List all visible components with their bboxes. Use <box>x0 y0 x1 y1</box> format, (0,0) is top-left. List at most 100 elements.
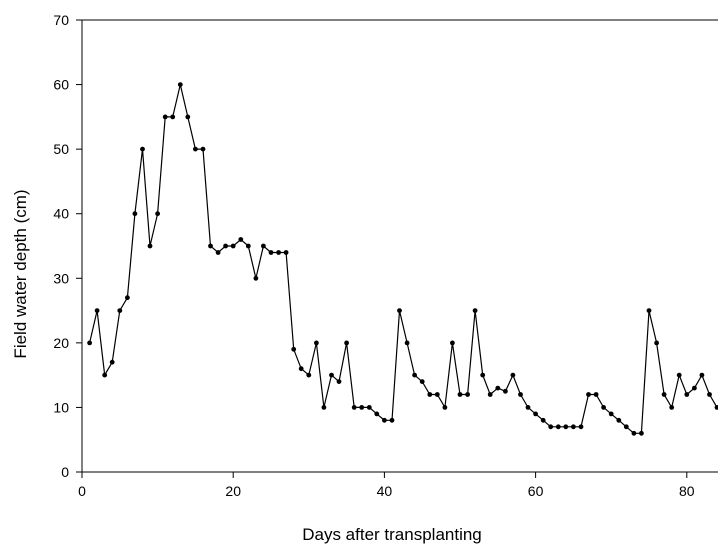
data-point <box>518 392 523 397</box>
y-axis-label: Field water depth (cm) <box>11 189 30 358</box>
data-point <box>578 424 584 430</box>
data-point <box>707 392 712 397</box>
data-point <box>487 392 493 397</box>
data-point <box>87 340 92 346</box>
data-point <box>117 308 123 313</box>
data-point <box>314 340 319 346</box>
data-point <box>329 372 334 378</box>
data-point <box>555 424 561 430</box>
data-point <box>200 146 206 152</box>
data-point <box>646 308 652 313</box>
data-point <box>389 417 395 423</box>
data-point <box>193 146 198 152</box>
y-tick-label: 60 <box>53 77 69 93</box>
data-point <box>404 340 410 346</box>
x-tick-label: 80 <box>679 483 695 499</box>
data-point <box>616 417 622 423</box>
x-axis-ticks: 0 20 40 60 80 <box>78 472 695 499</box>
data-point <box>177 82 183 87</box>
data-point <box>155 211 161 217</box>
data-point <box>510 372 516 378</box>
data-point <box>276 250 281 255</box>
data-point <box>661 392 667 397</box>
data-point <box>261 243 266 249</box>
data-point <box>374 411 380 417</box>
data-point <box>351 405 357 410</box>
data-point <box>586 392 591 397</box>
data-point <box>525 405 531 410</box>
data-point <box>215 250 221 255</box>
data-point <box>140 146 145 152</box>
data-point <box>593 392 599 397</box>
data-point <box>571 424 576 430</box>
data-point <box>601 405 606 410</box>
data-point <box>434 392 440 397</box>
data-point <box>147 243 153 249</box>
data-point <box>382 417 387 423</box>
data-point <box>238 237 244 242</box>
data-point <box>366 405 372 410</box>
data-point <box>639 430 644 436</box>
x-tick-label: 0 <box>78 483 86 499</box>
data-point <box>283 250 289 255</box>
data-point <box>495 385 501 391</box>
data-point <box>170 114 176 120</box>
data-point <box>699 372 705 378</box>
data-point <box>480 372 486 378</box>
data-point <box>442 405 448 410</box>
data-point <box>503 388 508 394</box>
data-point <box>245 243 251 249</box>
data-point <box>533 411 538 417</box>
data-point <box>268 250 274 255</box>
y-tick-label: 70 <box>53 12 69 28</box>
data-point <box>548 424 554 430</box>
y-tick-label: 40 <box>53 206 69 222</box>
y-tick-label: 50 <box>53 141 69 157</box>
data-point <box>298 366 304 372</box>
data-point <box>692 385 697 391</box>
data-point <box>185 114 191 120</box>
data-point <box>208 243 213 249</box>
data-point <box>608 411 614 417</box>
data-point <box>654 340 659 346</box>
data-point <box>669 405 675 410</box>
data-point <box>540 417 546 423</box>
data-point <box>427 392 433 397</box>
data-point <box>223 243 229 249</box>
data-point <box>344 340 349 346</box>
series-field-water-depth <box>87 82 718 436</box>
data-point <box>94 308 100 313</box>
data-point <box>306 372 312 378</box>
data-point <box>321 405 327 410</box>
y-axis-ticks: 0 10 20 30 40 50 60 70 <box>53 12 82 480</box>
data-point <box>714 405 718 410</box>
data-point <box>472 308 478 313</box>
y-tick-label: 0 <box>61 464 69 480</box>
data-point <box>336 379 342 384</box>
data-point <box>162 114 168 120</box>
data-point <box>457 392 463 397</box>
data-point <box>450 340 455 346</box>
data-point <box>563 424 569 430</box>
data-point <box>359 405 365 410</box>
data-point <box>631 430 637 436</box>
data-point <box>684 392 690 397</box>
data-point <box>412 372 417 378</box>
plot-frame <box>81 19 718 473</box>
data-point <box>132 211 138 217</box>
data-point <box>465 392 470 397</box>
data-point <box>419 379 425 384</box>
x-tick-label: 40 <box>377 483 393 499</box>
data-point <box>109 359 115 365</box>
data-point <box>230 243 236 249</box>
x-tick-label: 60 <box>528 483 544 499</box>
data-point <box>676 372 682 378</box>
x-axis-label: Days after transplanting <box>302 525 482 544</box>
x-tick-label: 20 <box>225 483 241 499</box>
series-line <box>89 84 718 434</box>
data-point <box>253 275 259 281</box>
data-point <box>397 308 402 313</box>
y-tick-label: 10 <box>53 399 69 415</box>
data-point <box>125 295 130 301</box>
